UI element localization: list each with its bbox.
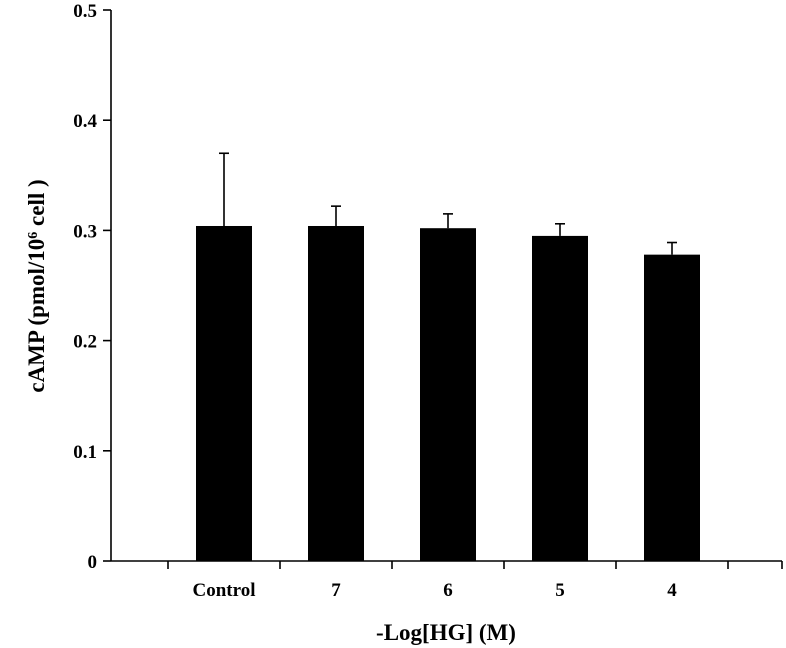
y-tick-label: 0.1: [73, 442, 97, 463]
x-axis-title: -Log[HG] (M): [376, 620, 516, 645]
y-ticks-layer: 0 0.1 0.2 0.3 0.4 0.5: [73, 1, 111, 573]
bar-5: [532, 235, 588, 561]
axes-layer: [110, 10, 782, 562]
x-ticks-layer: Control 7 6 5 4: [167, 561, 783, 601]
bar-7: [308, 225, 364, 561]
y-axis-title-suffix: cell ): [24, 179, 49, 231]
bars-layer: [196, 225, 700, 562]
x-tick-label: Control: [193, 580, 256, 601]
x-tick-label: 5: [555, 580, 565, 601]
y-tick-label: 0.5: [73, 1, 97, 22]
y-axis-title-main: cAMP (pmol/10: [24, 239, 49, 393]
y-axis-title-superscript: 6: [26, 232, 41, 239]
bar-4: [644, 254, 700, 562]
bar-6: [420, 228, 476, 562]
y-tick-label: 0: [88, 552, 98, 573]
y-axis-title: cAMP (pmol/106 cell ): [24, 179, 49, 392]
y-tick-label: 0.3: [73, 221, 97, 242]
y-tick-label: 0.2: [73, 332, 97, 353]
x-tick-label: 6: [443, 580, 453, 601]
error-bars-layer: [219, 152, 677, 255]
y-tick-label: 0.4: [73, 111, 97, 132]
x-tick-label: 4: [667, 580, 677, 601]
x-tick-label: 7: [331, 580, 341, 601]
bar-control: [196, 225, 252, 561]
